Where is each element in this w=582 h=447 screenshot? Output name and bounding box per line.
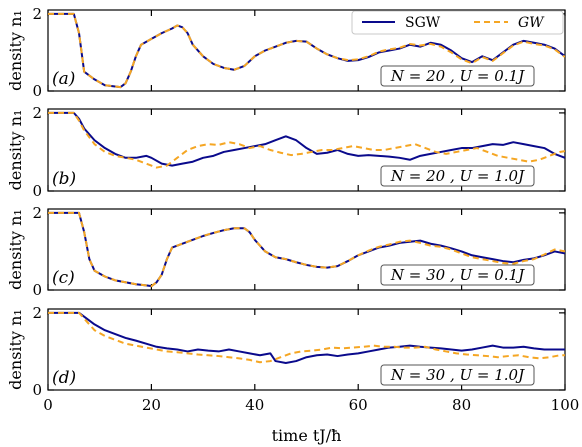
panel-2-y-tick-label-0: 0 [32, 182, 42, 200]
panel-3-info-text: N = 30 , U = 0.1J [390, 266, 525, 284]
panel-4-info-text: N = 30 , U = 1.0J [390, 366, 525, 384]
panel-2-series-gw [48, 111, 565, 169]
panel-1-info-text: N = 20 , U = 0.1J [390, 67, 525, 85]
x-tick-label-40: 40 [245, 396, 264, 414]
panel-3-label: (c) [52, 268, 75, 288]
legend-label-sgw: SGW [405, 15, 441, 31]
x-axis-tick-labels: 0 20 40 60 80 100 [43, 396, 579, 414]
panel-3-y-tick-label-2: 2 [32, 204, 42, 222]
panel-3-info-box [380, 264, 535, 286]
chart-panels: 0 2 density n₁ (a) N = 20 , U = 0.1J 0 2 densit… [6, 5, 566, 399]
panel-3: 0 2 density n₁ (c) N = 30 , U = 0.1J [6, 204, 566, 299]
panel-4-y-tick-label-2: 2 [32, 304, 42, 322]
panel-4: 0 2 density n₁ (d) N = 30 , U = 1.0J [6, 304, 566, 399]
panel-4-y-axis-title: density n₁ [6, 309, 25, 390]
panel-1-series-gw [48, 12, 565, 89]
x-axis-title: time tJ/ħ [272, 426, 342, 445]
panel-3-y-axis-title: density n₁ [6, 209, 25, 290]
x-tick-label-100: 100 [551, 396, 580, 414]
panel-1-y-tick-label-0: 0 [32, 82, 42, 100]
panel-4-label: (d) [52, 368, 76, 388]
panel-3-axes-frame [47, 208, 566, 291]
panel-2-y-axis-title: density n₁ [6, 110, 25, 191]
panel-2-label: (b) [52, 169, 76, 189]
panel-1-y-tick-label-2: 2 [32, 5, 42, 23]
panel-2-info-text: N = 20 , U = 1.0J [390, 167, 525, 185]
panel-4-series-sgw [48, 311, 565, 364]
x-tick-label-80: 80 [452, 396, 471, 414]
x-tick-label-20: 20 [142, 396, 161, 414]
panel-3-series-gw [48, 211, 565, 288]
legend-box [351, 10, 564, 35]
x-tick-label-60: 60 [349, 396, 368, 414]
panel-1: 0 2 density n₁ (a) N = 20 , U = 0.1J [6, 5, 566, 100]
panel-1-y-axis-title: density n₁ [6, 10, 25, 91]
panel-2-y-tick-label-2: 2 [32, 104, 42, 122]
panel-1-label: (a) [52, 69, 75, 89]
panel-2-axes-frame [47, 108, 566, 192]
panel-4-series-gw [48, 311, 565, 364]
panel-4-y-tick-label-0: 0 [32, 381, 42, 399]
panel-2: 0 2 density n₁ (b) N = 20 , U = 1.0J [6, 104, 566, 200]
panel-1-info-box [380, 65, 535, 87]
panel-2-series-sgw [48, 111, 565, 167]
panel-2-info-box [380, 165, 535, 187]
panel-3-y-tick-label-0: 0 [32, 281, 42, 299]
panel-4-info-box [380, 364, 535, 386]
x-tick-label-0: 0 [43, 396, 53, 414]
panel-1-axes-frame [47, 9, 566, 92]
legend-label-gw: GW [518, 15, 545, 31]
chart-legend: SGW GW [351, 10, 564, 35]
